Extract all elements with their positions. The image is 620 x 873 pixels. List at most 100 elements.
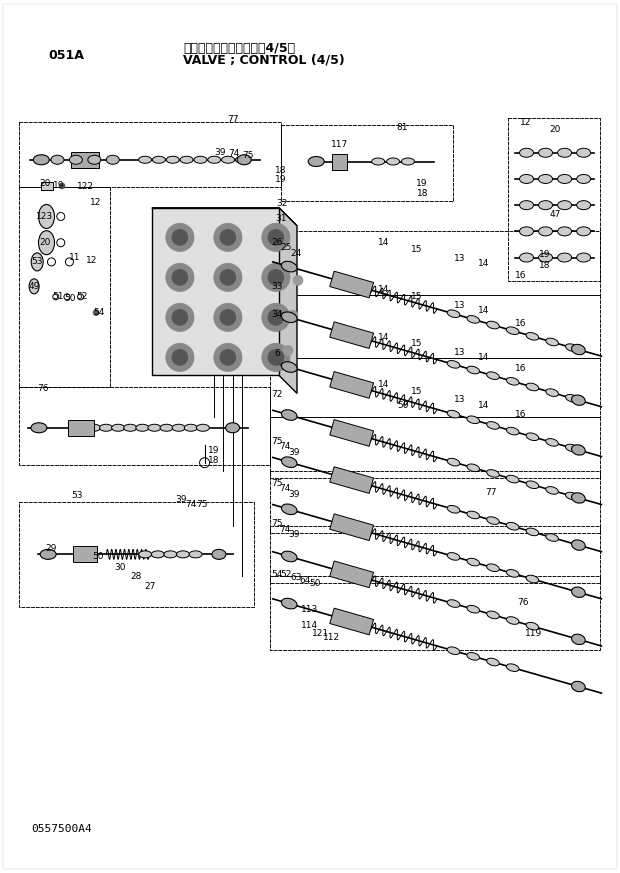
Ellipse shape — [467, 416, 479, 423]
Ellipse shape — [208, 156, 221, 163]
Circle shape — [214, 264, 242, 292]
Text: 64: 64 — [299, 576, 311, 585]
Circle shape — [262, 223, 290, 251]
Ellipse shape — [572, 344, 585, 354]
Ellipse shape — [112, 424, 125, 431]
Text: 112: 112 — [322, 633, 340, 642]
Ellipse shape — [467, 511, 479, 519]
Ellipse shape — [177, 551, 190, 558]
Circle shape — [220, 349, 236, 366]
Ellipse shape — [520, 201, 533, 210]
Ellipse shape — [372, 158, 384, 165]
Text: 16: 16 — [515, 364, 526, 373]
Ellipse shape — [572, 492, 585, 503]
Ellipse shape — [546, 533, 559, 541]
Text: 34: 34 — [272, 310, 283, 319]
Circle shape — [214, 343, 242, 371]
Ellipse shape — [136, 424, 149, 431]
Text: 75: 75 — [242, 151, 254, 160]
Ellipse shape — [487, 517, 499, 525]
Ellipse shape — [447, 361, 460, 368]
Ellipse shape — [577, 253, 591, 262]
Circle shape — [166, 304, 194, 332]
Text: 18: 18 — [539, 261, 550, 270]
Text: 13: 13 — [454, 301, 466, 310]
Text: 6: 6 — [274, 349, 280, 358]
Circle shape — [288, 311, 298, 320]
Ellipse shape — [557, 253, 572, 262]
Text: 50: 50 — [309, 579, 321, 588]
Ellipse shape — [520, 253, 533, 262]
Polygon shape — [330, 561, 374, 588]
Ellipse shape — [100, 424, 113, 431]
Ellipse shape — [539, 201, 552, 210]
Text: 13: 13 — [454, 348, 466, 357]
Ellipse shape — [507, 663, 519, 671]
Ellipse shape — [487, 470, 499, 478]
Text: 39: 39 — [215, 148, 226, 157]
Text: 19: 19 — [416, 179, 427, 188]
Text: 49: 49 — [29, 282, 40, 291]
Ellipse shape — [526, 433, 539, 441]
Ellipse shape — [387, 158, 399, 165]
Ellipse shape — [139, 156, 151, 163]
Text: VALVE ; CONTROL (4/5): VALVE ; CONTROL (4/5) — [183, 54, 345, 66]
Text: 39: 39 — [288, 448, 299, 457]
Circle shape — [220, 309, 236, 326]
Text: 20: 20 — [549, 125, 560, 134]
Ellipse shape — [447, 310, 460, 318]
Text: 77: 77 — [227, 115, 238, 124]
Text: 122: 122 — [77, 182, 94, 191]
Text: 14: 14 — [378, 333, 389, 342]
Text: 12: 12 — [520, 118, 531, 127]
Ellipse shape — [557, 175, 572, 183]
Ellipse shape — [572, 634, 585, 644]
Text: 39: 39 — [288, 530, 299, 539]
Text: 63: 63 — [290, 574, 301, 582]
Ellipse shape — [507, 475, 519, 483]
Ellipse shape — [467, 605, 479, 613]
Text: 24: 24 — [290, 249, 301, 258]
Ellipse shape — [281, 551, 297, 561]
Circle shape — [293, 275, 303, 285]
Ellipse shape — [281, 361, 297, 372]
Ellipse shape — [237, 155, 251, 165]
Circle shape — [172, 309, 188, 326]
Circle shape — [268, 309, 284, 326]
Text: 114: 114 — [301, 621, 319, 629]
Ellipse shape — [88, 155, 101, 164]
Text: 75: 75 — [272, 519, 283, 528]
Text: 14: 14 — [378, 238, 389, 247]
Text: 113: 113 — [301, 605, 319, 614]
Text: 77: 77 — [485, 488, 497, 497]
Text: 119: 119 — [525, 629, 542, 638]
Text: 18: 18 — [417, 189, 428, 198]
Text: 15: 15 — [411, 387, 422, 395]
Text: 14: 14 — [478, 401, 489, 409]
Ellipse shape — [539, 175, 552, 183]
Ellipse shape — [139, 551, 152, 558]
Text: 74: 74 — [229, 149, 240, 158]
Text: 33: 33 — [272, 282, 283, 291]
Ellipse shape — [281, 312, 297, 322]
Text: 54: 54 — [94, 308, 105, 317]
Bar — [152, 208, 279, 375]
Ellipse shape — [546, 438, 559, 446]
Circle shape — [93, 310, 99, 315]
Text: 19: 19 — [275, 175, 286, 184]
Ellipse shape — [212, 549, 226, 560]
Circle shape — [214, 304, 242, 332]
Text: 123: 123 — [36, 212, 53, 221]
Text: 117: 117 — [331, 140, 348, 148]
Polygon shape — [68, 420, 94, 436]
Ellipse shape — [557, 148, 572, 157]
Ellipse shape — [577, 148, 591, 157]
Circle shape — [220, 230, 236, 245]
Text: 25: 25 — [281, 244, 292, 252]
Ellipse shape — [447, 505, 460, 513]
Ellipse shape — [467, 652, 479, 660]
Circle shape — [172, 349, 188, 366]
Ellipse shape — [557, 227, 572, 236]
Circle shape — [166, 223, 194, 251]
Ellipse shape — [577, 201, 591, 210]
